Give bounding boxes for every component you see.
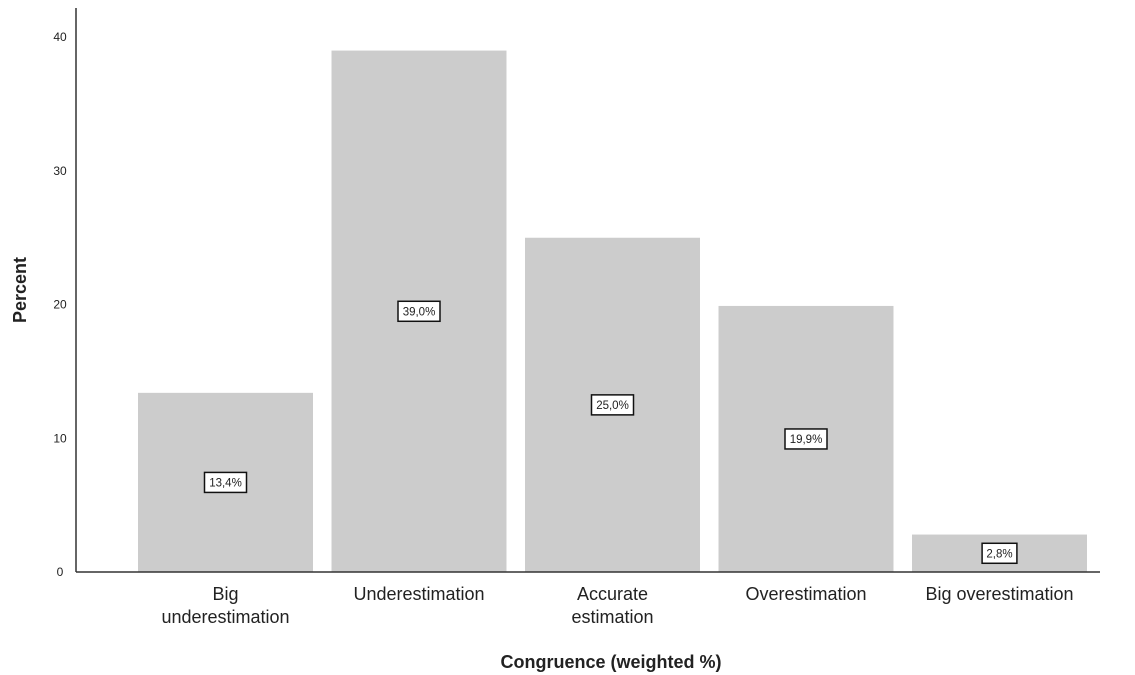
data-label: 13,4%: [209, 477, 242, 489]
y-tick-label: 20: [53, 298, 67, 312]
x-category-label: Overestimation: [745, 584, 866, 604]
x-category-label: Accurate estimation: [571, 584, 653, 627]
data-label-box: [203, 471, 248, 494]
data-label: 19,9%: [790, 434, 823, 446]
data-label-box: [590, 394, 635, 416]
x-category-label: Big overestimation: [925, 584, 1073, 604]
data-label: 39,0%: [403, 306, 436, 318]
data-labels-group: 13,4% 39,0% 25,0% 19,9% 2,8%: [203, 300, 1018, 565]
y-tick-label: 0: [57, 565, 64, 579]
x-category-labels: Big underestimation Underestimation Accurat…: [161, 584, 1073, 627]
y-axis-title: Percent: [10, 257, 30, 323]
data-label-box: [397, 300, 441, 323]
x-category-label: Big underestimation: [161, 584, 289, 627]
data-label: 25,0%: [596, 400, 629, 412]
y-tick-label: 10: [53, 431, 67, 445]
data-label-box: [981, 542, 1018, 565]
y-tick-label: 40: [53, 30, 67, 44]
data-label: 2,8%: [986, 548, 1012, 560]
data-label-box: [784, 428, 828, 450]
x-axis-title: Congruence (weighted %): [500, 652, 721, 672]
bars-group: [138, 50, 1087, 572]
x-category-label: Underestimation: [353, 584, 484, 604]
y-tick-labels: 0 10 20 30 40: [53, 30, 67, 579]
y-tick-label: 30: [53, 164, 67, 178]
